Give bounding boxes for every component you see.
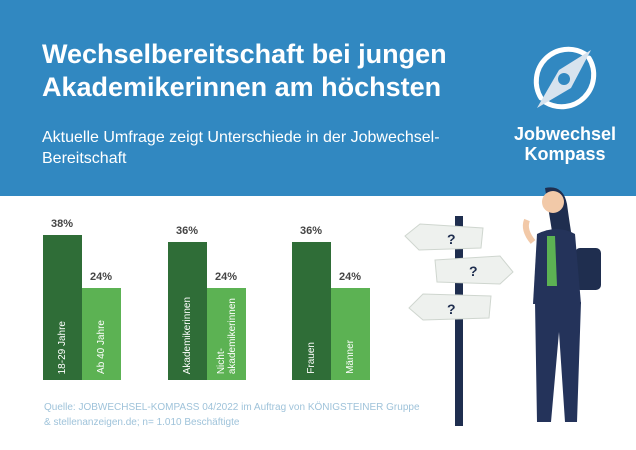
bar-value-label: 24% <box>214 271 238 284</box>
header-banner: Wechselbereitschaft bei jungen Akademike… <box>0 0 636 196</box>
bar-value-label: 24% <box>338 271 362 284</box>
signpost-woman-illustration: ? ? ? <box>404 187 601 426</box>
bar-ab-40-jahre <box>82 288 121 380</box>
svg-text:?: ? <box>447 231 456 247</box>
bar-category-label: Nicht- akademikerinnen <box>215 297 238 374</box>
logo: Jobwechsel Kompass <box>510 36 620 164</box>
bar-nicht-akademikerinnen <box>207 288 246 380</box>
bar-category-label: Akademikerinnen <box>182 296 193 374</box>
page-subtitle: Aktuelle Umfrage zeigt Unterschiede in d… <box>42 129 440 167</box>
bar-akademikerinnen <box>168 242 207 380</box>
bar-frauen <box>292 242 331 380</box>
bar-value-label: 36% <box>175 225 199 238</box>
bar-m-nner <box>331 288 370 380</box>
compass-icon <box>533 46 597 110</box>
bar-category-label: 18-29 Jahre <box>57 320 68 374</box>
bar-value-label: 38% <box>50 217 74 230</box>
page-title: Wechselbereitschaft bei jungen Akademike… <box>42 39 447 102</box>
bar-category-label: Frauen <box>306 342 317 374</box>
bar-category-label: Männer <box>345 340 356 374</box>
logo-text: Jobwechsel Kompass <box>513 124 617 164</box>
bar-18-29-jahre <box>43 234 82 380</box>
bar-value-label: 36% <box>299 225 323 238</box>
woman-figure <box>522 187 601 422</box>
svg-text:?: ? <box>447 301 456 317</box>
bar-value-label: 24% <box>89 271 113 284</box>
source-note: Quelle: JOBWECHSEL-KOMPASS 04/2022 im Au… <box>44 402 420 428</box>
bar-category-label: Ab 40 Jahre <box>96 320 107 374</box>
signpost-arrow <box>404 223 514 321</box>
svg-text:?: ? <box>469 263 478 279</box>
bar-chart: 38% 18-29 Jahre 24% Ab 40 Jahre 36% Akademike… <box>0 196 400 396</box>
